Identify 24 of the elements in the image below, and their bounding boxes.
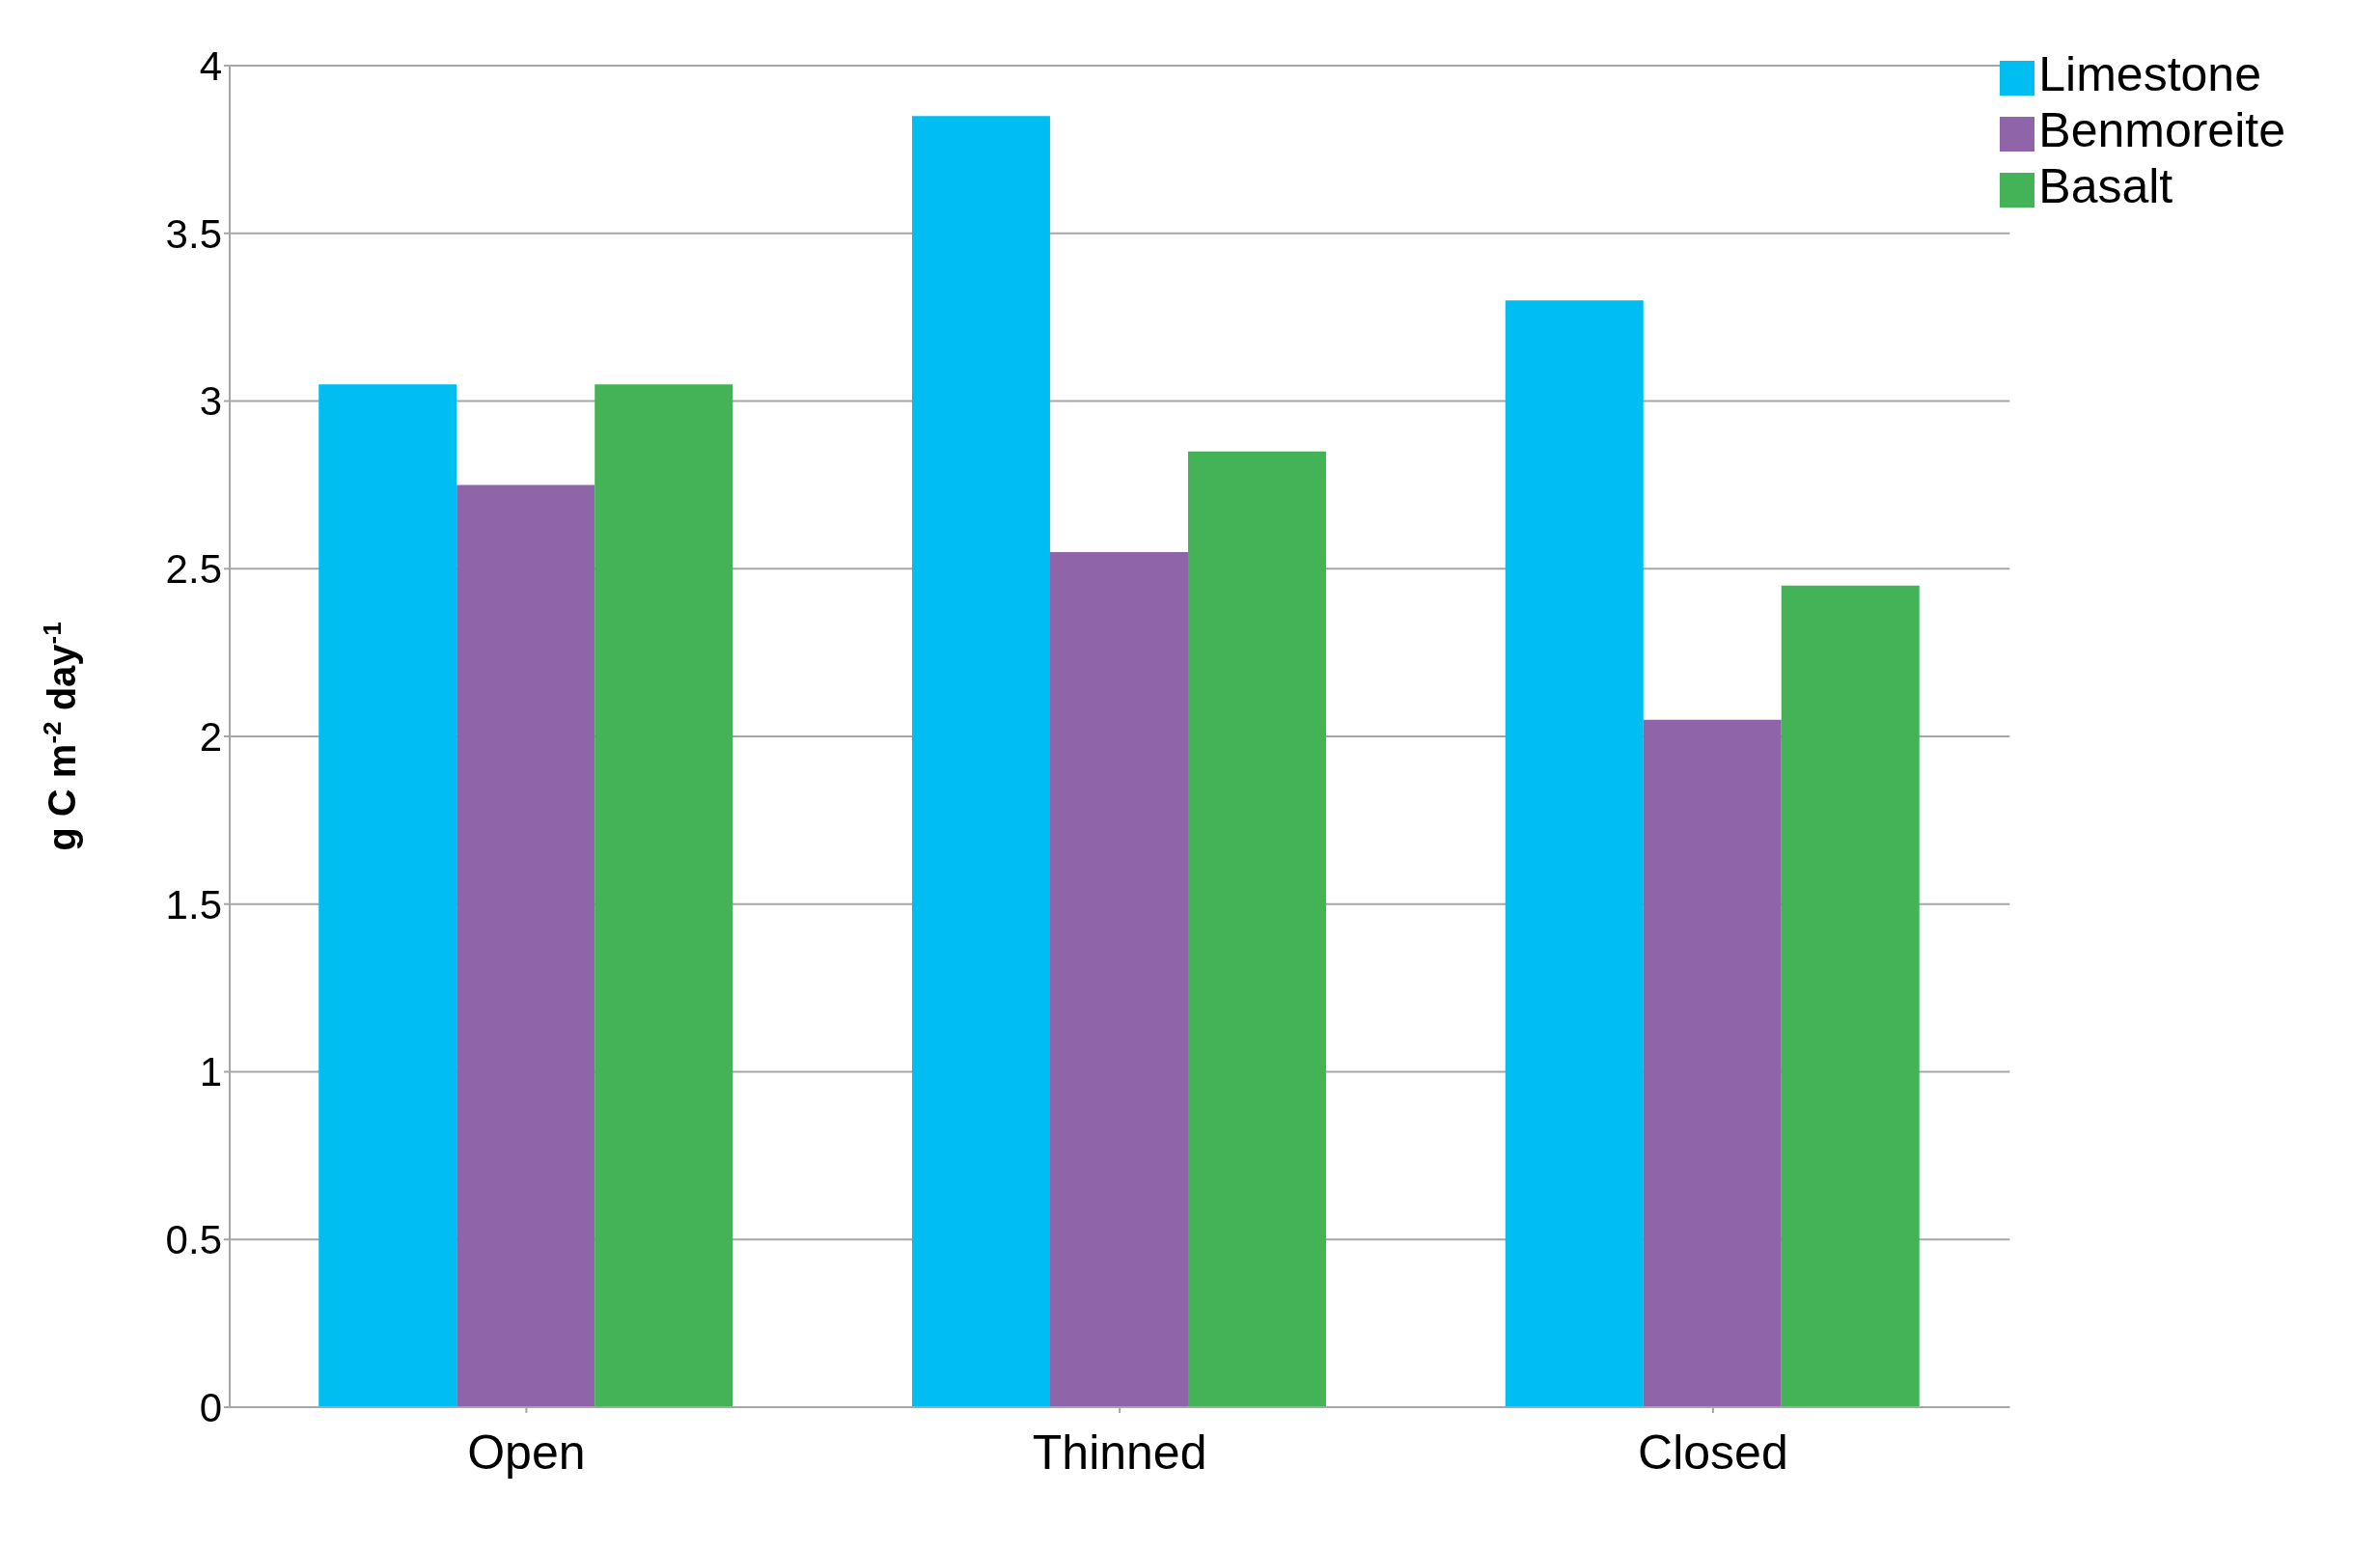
- legend-label: Benmoreite: [2038, 103, 2285, 157]
- y-tick-label: 2: [199, 713, 222, 760]
- bar: [1187, 451, 1326, 1407]
- y-tick-label: 3.5: [165, 210, 222, 257]
- x-tick-label: Open: [467, 1425, 586, 1480]
- bar: [318, 384, 457, 1407]
- bar: [1643, 719, 1782, 1407]
- y-tick-label: 1: [199, 1049, 222, 1095]
- y-tick-label: 1.5: [165, 881, 222, 928]
- y-tick-label: 0.5: [165, 1217, 222, 1263]
- bar: [1049, 551, 1188, 1407]
- bar: [457, 485, 595, 1407]
- y-tick-label: 2.5: [165, 546, 222, 593]
- y-tick-label: 4: [199, 42, 222, 89]
- bar: [911, 116, 1050, 1407]
- x-tick-label: Thinned: [1032, 1425, 1207, 1480]
- bar: [1781, 585, 1920, 1407]
- bar: [595, 384, 733, 1407]
- x-tick-label: Closed: [1638, 1425, 1788, 1480]
- legend-label: Limestone: [2038, 47, 2261, 101]
- y-tick-label: 3: [199, 378, 222, 425]
- legend-label: Basalt: [2038, 159, 2173, 213]
- bar: [1505, 300, 1644, 1407]
- y-tick-label: 0: [199, 1384, 222, 1430]
